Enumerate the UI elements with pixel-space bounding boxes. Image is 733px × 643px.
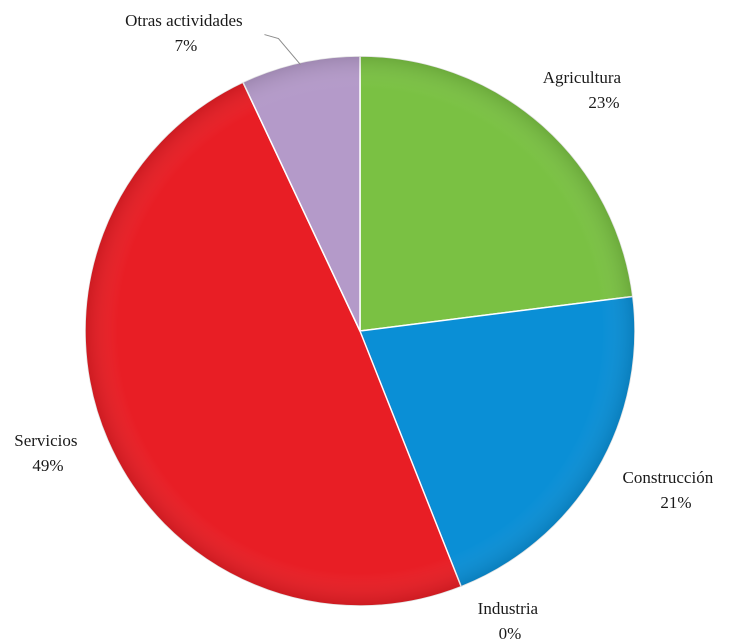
pie-slices: [84, 55, 636, 607]
label-servicios: Servicios 49%: [14, 431, 82, 475]
label-agricultura: Agricultura 23%: [543, 68, 626, 112]
label-otras-actividades: Otras actividades 7%: [125, 11, 247, 55]
leader-line-otras-actividades: [264, 34, 301, 65]
label-industria: Industria 0%: [478, 599, 543, 643]
label-construccion: Construcción 21%: [623, 468, 718, 512]
leader-lines: [264, 34, 301, 65]
